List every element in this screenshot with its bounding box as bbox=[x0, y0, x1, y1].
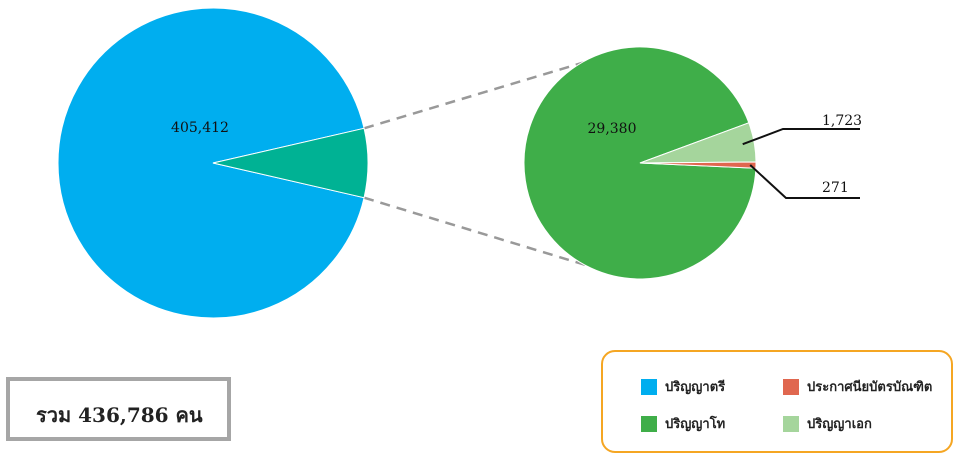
legend-swatch-doctorate bbox=[783, 415, 799, 432]
legend-label-bachelor: ปริญญาตรี bbox=[665, 380, 726, 395]
leader-lines bbox=[742, 128, 860, 199]
data-label-doctorate: 1,723 bbox=[822, 113, 862, 129]
legend-item-certificate: ประกาศนียบัตรบัณฑิต bbox=[783, 376, 932, 397]
data-label-master: 29,380 bbox=[588, 121, 637, 137]
data-label-bachelor: 405,412 bbox=[171, 120, 229, 136]
main-pie bbox=[57, 7, 369, 319]
legend-label-certificate: ประกาศนียบัตรบัณฑิต bbox=[807, 380, 933, 395]
legend-swatch-master bbox=[641, 415, 657, 432]
legend-item-doctorate: ปริญญาเอก bbox=[783, 413, 872, 434]
legend-label-master: ปริญญาโท bbox=[665, 417, 726, 432]
pie-slice-certificate bbox=[639, 161, 757, 169]
leader-line-doctorate bbox=[742, 128, 860, 146]
data-label-certificate: 271 bbox=[822, 180, 849, 196]
legend-swatch-certificate bbox=[783, 378, 799, 395]
legend: ปริญญาตรี ประกาศนียบัตรบัณฑิต ปริญญาโท ป… bbox=[601, 350, 953, 453]
pie-slice-graduate-combined bbox=[212, 127, 369, 199]
legend-label-doctorate: ปริญญาเอก bbox=[807, 417, 872, 432]
detail-pie bbox=[523, 46, 757, 280]
total-box: รวม 436,786 คน bbox=[6, 377, 231, 441]
leader-line-certificate bbox=[749, 164, 860, 199]
total-text: รวม 436,786 คน bbox=[36, 403, 203, 427]
legend-item-master: ปริญญาโท bbox=[641, 413, 725, 434]
pie-slice-bachelor bbox=[57, 7, 365, 319]
pie-of-pie-chart: 405,412 29,380 1,723 271 bbox=[57, 7, 862, 319]
legend-item-bachelor: ปริญญาตรี bbox=[641, 376, 725, 397]
legend-swatch-bachelor bbox=[641, 378, 657, 395]
connector-bottom bbox=[363, 196, 626, 279]
